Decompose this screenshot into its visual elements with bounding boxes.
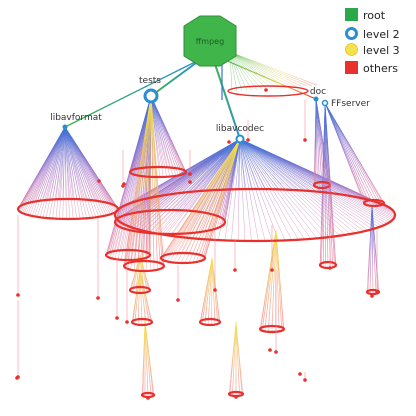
ffserver-a-fan xyxy=(324,102,385,207)
drop-3-leaf xyxy=(96,296,100,300)
ffserver-node xyxy=(321,99,329,107)
node-tests[interactable]: tests xyxy=(139,76,161,104)
node-ffserver[interactable]: FFserver xyxy=(321,99,371,109)
doc-a-fan-lines xyxy=(313,98,331,189)
red-leaf-9 xyxy=(298,372,302,376)
drop-17-leaf xyxy=(303,378,307,382)
legend-level2-swatch xyxy=(345,27,358,40)
red-leaf-1 xyxy=(97,179,101,183)
red-leaf-7 xyxy=(146,396,150,400)
edge-root-libavcodec xyxy=(214,63,241,140)
tests-c-leaf-ring xyxy=(122,259,166,273)
low-5-fan-lines xyxy=(141,319,155,398)
red-leaf-8 xyxy=(234,395,238,399)
libavformat-fan-lines xyxy=(17,126,119,220)
low-2-fan xyxy=(131,269,153,326)
legend-others-label: others xyxy=(363,62,398,75)
root-right-fan xyxy=(229,51,318,93)
root-right-fan-lines xyxy=(229,51,318,93)
legend: root level 2 level 3 others xyxy=(345,8,400,75)
red-leaf-2 xyxy=(122,182,126,186)
low-7-leaf-ring xyxy=(365,288,381,296)
drop-13-leaf xyxy=(375,290,379,294)
libavcodec-c-fan xyxy=(160,138,241,264)
red-leaf-5 xyxy=(188,172,192,176)
node-libavformat[interactable]: libavformat xyxy=(50,113,102,130)
tests-c-fan xyxy=(123,95,165,272)
drop-lines-layer xyxy=(15,88,379,400)
tests-b-leaf-ring xyxy=(104,248,152,262)
ffserver-a-leaf-ring xyxy=(362,198,386,208)
root-node[interactable]: ffmpeg xyxy=(183,15,237,67)
drop-7-leaf xyxy=(213,288,217,292)
doc-node xyxy=(313,96,319,102)
drop-6-leaf xyxy=(176,298,180,302)
root-hexagon xyxy=(183,15,237,67)
drop-9-leaf xyxy=(270,268,274,272)
edge-root-libavformat xyxy=(64,61,196,128)
low-6-fan xyxy=(228,321,244,396)
libavformat-fan xyxy=(17,126,119,220)
legend-level3-label: level 3 xyxy=(363,44,400,57)
red-leaf-10 xyxy=(15,376,19,380)
drop-10-leaf xyxy=(274,350,278,354)
libavformat-leaf-ring xyxy=(16,197,120,221)
node-doc[interactable]: doc xyxy=(310,87,326,102)
low-5-fan xyxy=(141,319,155,398)
libavcodec-c-leaf-ring xyxy=(159,251,207,265)
drop-8-leaf xyxy=(233,268,237,272)
low-3-fan-lines xyxy=(199,257,221,326)
low-6-fan-lines xyxy=(228,321,244,396)
node-libavcodec[interactable]: libavcodec xyxy=(216,124,264,144)
tests-a-leaf-ring xyxy=(128,165,188,179)
edge-root-tests xyxy=(150,59,201,97)
doc-label: doc xyxy=(310,87,326,97)
low-7-fan xyxy=(366,204,380,295)
low-1-leaf-ring xyxy=(128,285,152,295)
libavcodec-node xyxy=(235,134,245,144)
libavcodec-label: libavcodec xyxy=(216,124,264,134)
libavformat-label: libavformat xyxy=(50,113,102,123)
low-3-fan xyxy=(199,257,221,326)
tests-node-ring xyxy=(143,88,159,104)
red-leaf-3 xyxy=(264,88,268,92)
drop-12-leaf xyxy=(328,266,332,270)
low-2-fan-lines xyxy=(131,269,153,326)
drop-16-leaf xyxy=(246,138,250,142)
legend-level2-label: level 2 xyxy=(363,28,400,41)
red-leaf-11 xyxy=(268,348,272,352)
legend-level3-swatch xyxy=(345,43,358,56)
drop-15-leaf xyxy=(188,180,192,184)
drop-4-leaf xyxy=(115,316,119,320)
libavformat-node xyxy=(62,124,68,130)
low-4-leaf-ring xyxy=(258,324,286,334)
legend-root-swatch xyxy=(345,8,358,21)
libavcodec-leaf-ring xyxy=(113,187,397,243)
red-leaf-6 xyxy=(370,294,374,298)
low-7-fan-lines xyxy=(366,204,380,295)
tests-label: tests xyxy=(139,76,161,86)
ffserver-b-leaf-ring xyxy=(318,260,338,270)
legend-others-swatch xyxy=(345,61,358,74)
tests-c-fan-lines xyxy=(123,95,165,272)
low-3-leaf-ring xyxy=(198,317,222,327)
root-label: ffmpeg xyxy=(196,37,224,46)
doc-a-fan xyxy=(313,98,331,189)
ffserver-label: FFserver xyxy=(331,99,370,109)
root-right-leaf-ring xyxy=(227,85,309,97)
ffserver-a-fan-lines xyxy=(324,102,385,207)
low-2-leaf-ring xyxy=(130,317,154,327)
red-leaf-4 xyxy=(227,140,231,144)
drop-5-leaf xyxy=(125,320,129,324)
libavcodec-c-fan-lines xyxy=(160,138,241,264)
drop-11-leaf xyxy=(303,138,307,142)
legend-root-label: root xyxy=(363,9,386,22)
drop-1-leaf xyxy=(16,293,20,297)
libavcodec-left-leaf-ring xyxy=(113,208,227,236)
